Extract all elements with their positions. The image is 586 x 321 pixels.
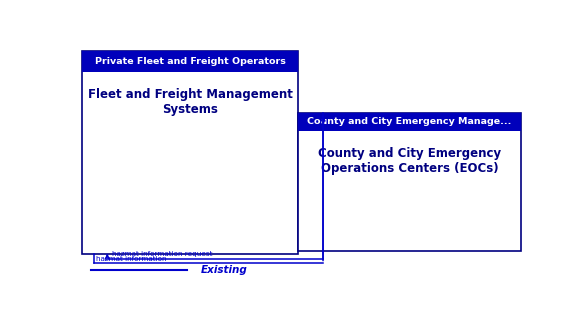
Bar	[82, 51, 298, 254]
Text: hazmat information request: hazmat information request	[112, 251, 212, 257]
Text: County and City Emergency
Operations Centers (EOCs): County and City Emergency Operations Cen…	[318, 147, 501, 175]
Bar	[298, 113, 520, 131]
Text: Existing: Existing	[200, 265, 247, 275]
Text: County and City Emergency Manage...: County and City Emergency Manage...	[307, 117, 512, 126]
Text: Private Fleet and Freight Operators: Private Fleet and Freight Operators	[95, 57, 285, 66]
Text: hazmat information: hazmat information	[96, 256, 166, 262]
Bar	[82, 51, 298, 72]
Bar	[298, 113, 520, 251]
Text: Fleet and Freight Management
Systems: Fleet and Freight Management Systems	[88, 88, 292, 116]
